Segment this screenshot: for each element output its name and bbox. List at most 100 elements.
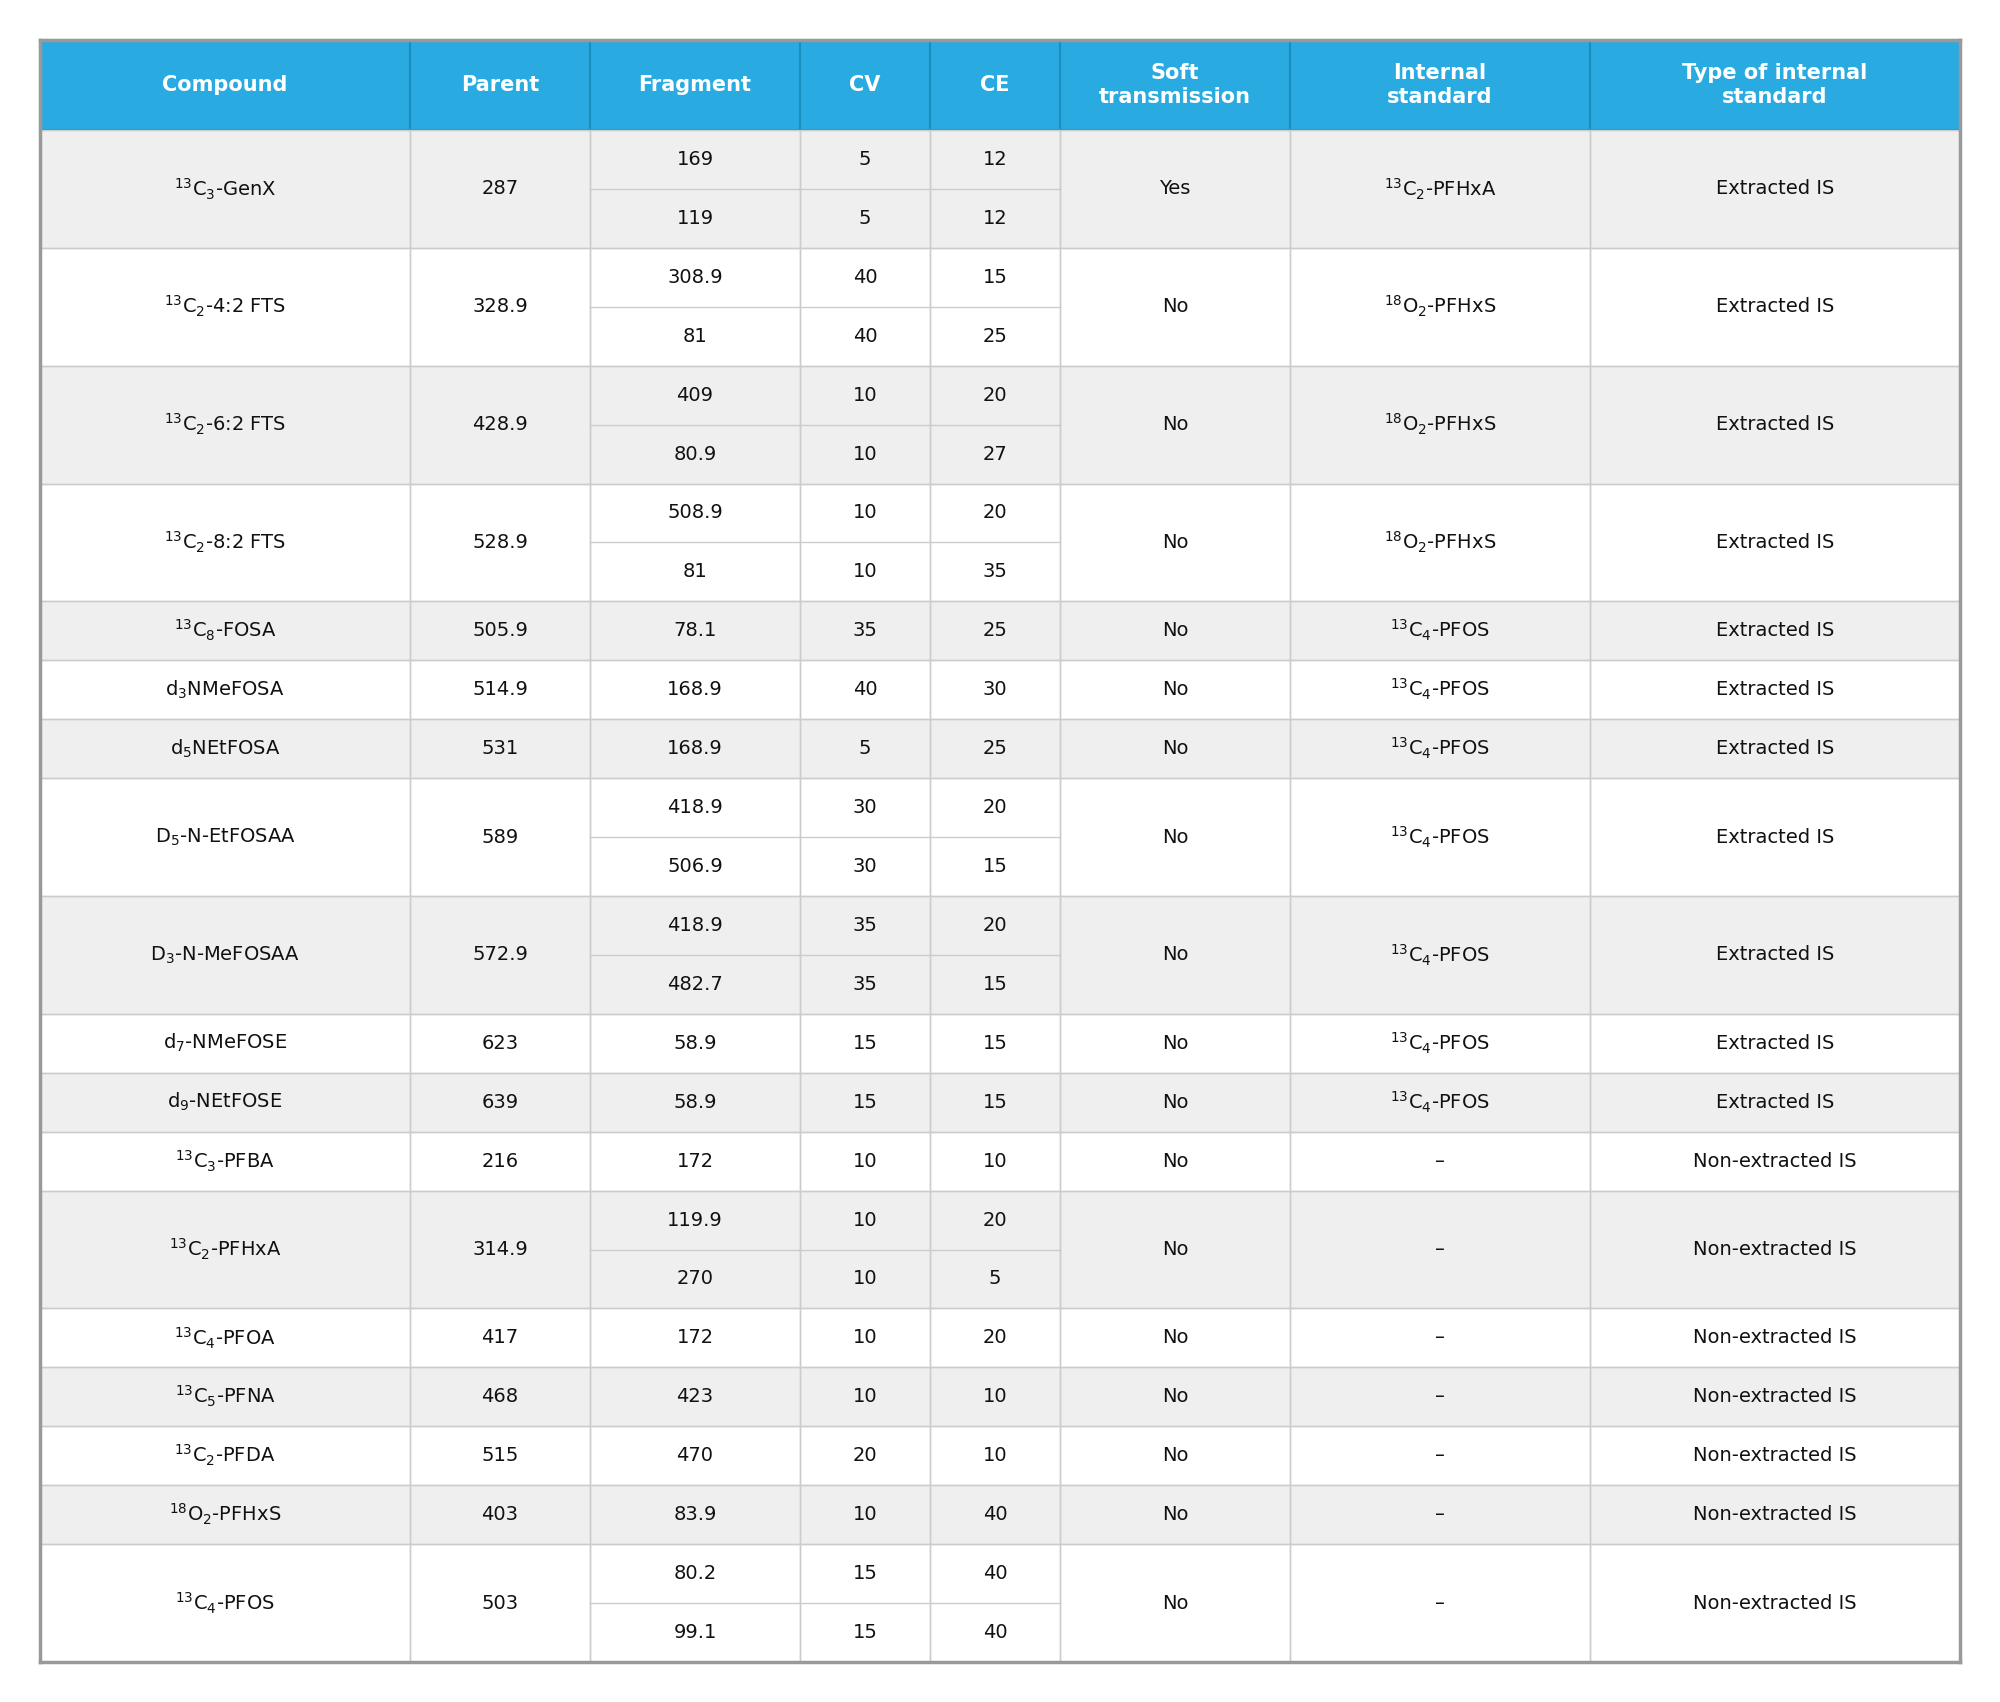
Bar — [1590, 483, 1960, 601]
Bar — [930, 1014, 1060, 1072]
Text: 172: 172 — [676, 1329, 714, 1348]
Text: 5: 5 — [858, 150, 872, 168]
Bar — [1590, 366, 1960, 483]
Text: No: No — [1162, 1093, 1188, 1111]
Text: 417: 417 — [482, 1329, 518, 1348]
Bar — [930, 720, 1060, 778]
Bar — [800, 1544, 930, 1603]
Bar — [40, 1191, 410, 1309]
Text: $^{13}$C$_2$-PFDA: $^{13}$C$_2$-PFDA — [174, 1443, 276, 1469]
Bar — [40, 778, 410, 895]
Bar — [800, 1132, 930, 1191]
Text: Non-extracted IS: Non-extracted IS — [1694, 1593, 1856, 1612]
Bar — [800, 1486, 930, 1544]
Bar — [1590, 1544, 1960, 1661]
Bar — [40, 366, 410, 483]
Text: CV: CV — [850, 75, 880, 95]
Bar — [590, 895, 800, 955]
Bar — [800, 601, 930, 660]
Bar — [1060, 601, 1290, 660]
Bar — [1290, 1426, 1590, 1486]
Text: No: No — [1162, 1505, 1188, 1525]
Bar — [930, 660, 1060, 720]
Text: 15: 15 — [982, 1033, 1008, 1054]
Bar — [1590, 1072, 1960, 1132]
Bar — [590, 1191, 800, 1249]
Text: 30: 30 — [852, 798, 878, 817]
Text: $^{13}$C$_3$-GenX: $^{13}$C$_3$-GenX — [174, 177, 276, 201]
Text: 515: 515 — [482, 1447, 518, 1465]
Text: No: No — [1162, 533, 1188, 551]
Text: Non-extracted IS: Non-extracted IS — [1694, 1329, 1856, 1348]
Text: 80.2: 80.2 — [674, 1564, 716, 1583]
Text: 409: 409 — [676, 386, 714, 405]
Bar — [40, 1486, 410, 1544]
Text: $^{18}$O$_2$-PFHxS: $^{18}$O$_2$-PFHxS — [1384, 412, 1496, 437]
Text: Extracted IS: Extracted IS — [1716, 179, 1834, 199]
Text: No: No — [1162, 1152, 1188, 1171]
Bar — [40, 483, 410, 601]
Bar — [410, 895, 590, 1014]
Bar — [410, 1072, 590, 1132]
Text: Extracted IS: Extracted IS — [1716, 739, 1834, 757]
Bar — [930, 1249, 1060, 1309]
Bar — [800, 1426, 930, 1486]
Text: 428.9: 428.9 — [472, 415, 528, 434]
Bar — [590, 837, 800, 895]
Bar — [590, 1072, 800, 1132]
Bar — [930, 778, 1060, 837]
Text: 83.9: 83.9 — [674, 1505, 716, 1525]
Text: 589: 589 — [482, 827, 518, 846]
Bar — [800, 129, 930, 189]
Text: 20: 20 — [982, 386, 1008, 405]
Text: $^{18}$O$_2$-PFHxS: $^{18}$O$_2$-PFHxS — [168, 1503, 282, 1527]
Text: 10: 10 — [852, 1152, 878, 1171]
Bar — [800, 306, 930, 366]
Bar — [1060, 1309, 1290, 1367]
Text: 20: 20 — [982, 1210, 1008, 1229]
Text: 168.9: 168.9 — [668, 739, 722, 757]
Text: Extracted IS: Extracted IS — [1716, 945, 1834, 965]
Text: No: No — [1162, 621, 1188, 640]
Text: d$_3$NMeFOSA: d$_3$NMeFOSA — [166, 679, 284, 701]
Text: 20: 20 — [852, 1447, 878, 1465]
Bar — [800, 778, 930, 837]
Text: –: – — [1436, 1329, 1444, 1348]
Text: $^{13}$C$_4$-PFOS: $^{13}$C$_4$-PFOS — [1390, 824, 1490, 849]
Bar — [590, 1367, 800, 1426]
Text: –: – — [1436, 1241, 1444, 1259]
Text: 10: 10 — [852, 1210, 878, 1229]
Bar — [590, 1426, 800, 1486]
Text: 15: 15 — [852, 1033, 878, 1054]
Text: 35: 35 — [982, 562, 1008, 582]
Bar — [1590, 778, 1960, 895]
Text: 308.9: 308.9 — [668, 267, 722, 288]
Text: –: – — [1436, 1593, 1444, 1612]
Bar — [590, 129, 800, 189]
Text: No: No — [1162, 1033, 1188, 1054]
Bar — [800, 1249, 930, 1309]
Text: 531: 531 — [482, 739, 518, 757]
Bar — [40, 601, 410, 660]
Bar — [410, 483, 590, 601]
Text: 10: 10 — [852, 1387, 878, 1406]
Text: 572.9: 572.9 — [472, 945, 528, 965]
Bar — [590, 306, 800, 366]
Bar — [590, 189, 800, 248]
Bar — [40, 1544, 410, 1661]
Text: 20: 20 — [982, 504, 1008, 523]
Bar — [410, 1309, 590, 1367]
Bar — [1290, 778, 1590, 895]
Text: $^{18}$O$_2$-PFHxS: $^{18}$O$_2$-PFHxS — [1384, 294, 1496, 320]
Bar — [590, 1249, 800, 1309]
Text: 20: 20 — [982, 1329, 1008, 1348]
Bar — [410, 1132, 590, 1191]
Text: Compound: Compound — [162, 75, 288, 95]
Bar — [800, 366, 930, 424]
Bar — [800, 1191, 930, 1249]
Bar — [1590, 129, 1960, 248]
Text: 10: 10 — [852, 444, 878, 463]
Bar — [930, 366, 1060, 424]
Bar — [410, 778, 590, 895]
Bar — [410, 1191, 590, 1309]
